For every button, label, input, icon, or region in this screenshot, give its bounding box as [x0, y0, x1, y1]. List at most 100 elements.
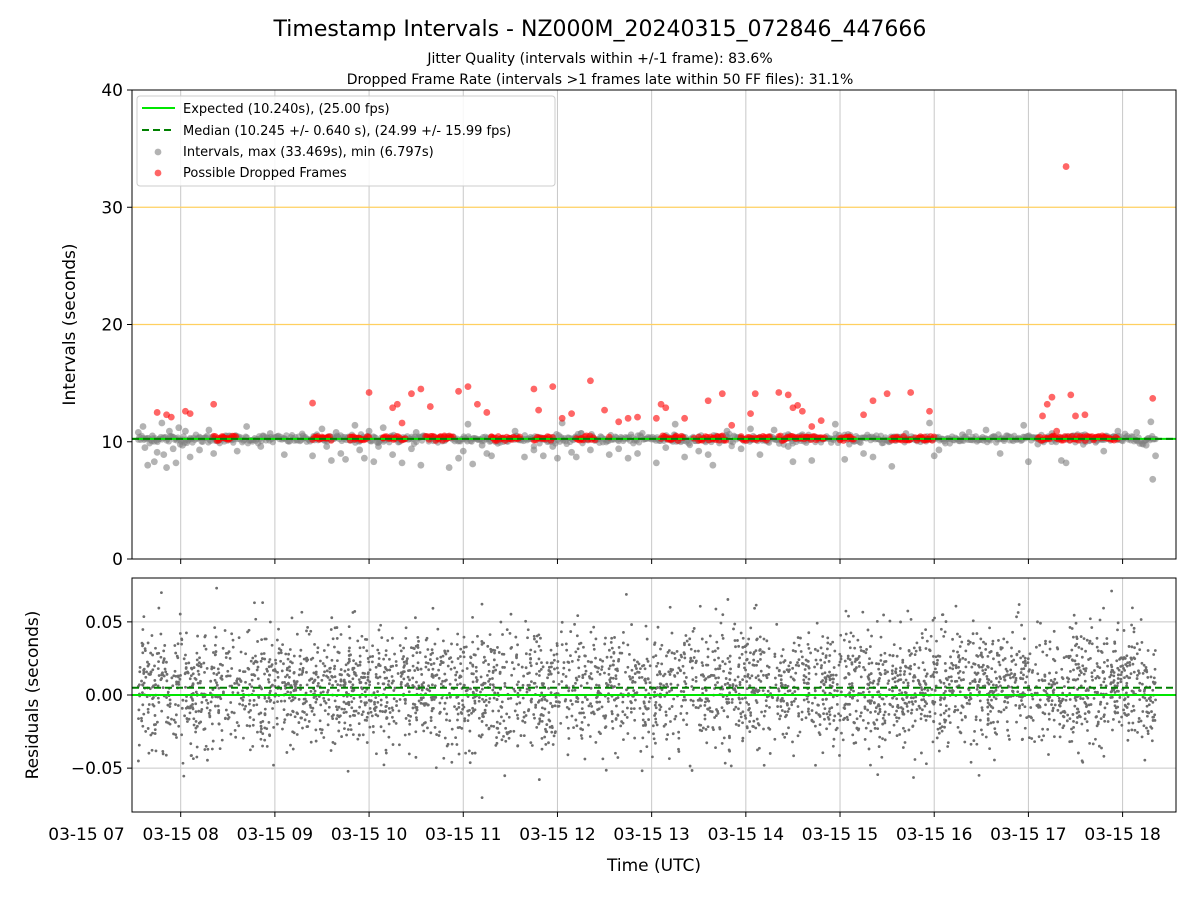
interval-point [511, 427, 519, 435]
residual-point [807, 712, 811, 716]
residual-point [471, 664, 475, 668]
residual-point [238, 702, 242, 706]
residual-point [787, 726, 790, 730]
residual-point [1140, 661, 1144, 665]
residual-point [608, 680, 612, 684]
residual-point [920, 708, 924, 712]
residual-point [700, 637, 704, 641]
residual-point [530, 697, 534, 701]
interval-point [1142, 441, 1150, 449]
residual-point [1125, 691, 1128, 695]
residual-point [340, 673, 343, 677]
residual-point [953, 708, 957, 712]
residual-point [380, 636, 384, 640]
residual-point [942, 634, 946, 638]
residual-point [967, 642, 970, 646]
residual-point [1142, 724, 1146, 728]
residual-point [203, 670, 206, 674]
residual-point [706, 647, 710, 651]
residual-point [327, 682, 331, 686]
residual-point [182, 657, 186, 661]
residual-point [453, 666, 457, 670]
residual-point [756, 674, 760, 678]
residual-point [1106, 664, 1109, 668]
residual-point [926, 688, 930, 692]
residual-point [174, 651, 178, 655]
residual-point [344, 663, 348, 667]
residual-point [1034, 645, 1038, 649]
residual-point [653, 641, 657, 645]
residual-point [1153, 682, 1156, 686]
residual-point [777, 687, 780, 691]
residual-point [985, 677, 989, 681]
residual-point [936, 658, 939, 662]
residual-point [937, 731, 941, 735]
residual-point [924, 762, 928, 766]
residual-point [362, 646, 366, 649]
interval-point [408, 445, 415, 453]
residual-point [339, 683, 342, 687]
residual-point [1011, 689, 1014, 693]
residual-point [1105, 642, 1109, 646]
residual-point [1051, 680, 1055, 684]
residual-point [750, 674, 754, 678]
residual-point [1139, 618, 1143, 621]
residual-point [717, 656, 720, 660]
residual-point [435, 733, 438, 736]
residual-point [1075, 635, 1079, 639]
residual-point [1053, 677, 1057, 681]
residual-point [730, 701, 734, 704]
residual-point [703, 703, 707, 707]
residual-point [1113, 690, 1117, 694]
residual-point [331, 741, 335, 744]
residual-point [330, 658, 334, 662]
residual-point [1130, 689, 1134, 693]
residual-point [582, 645, 585, 649]
residual-point [888, 619, 892, 623]
residual-point [225, 674, 228, 678]
residual-point [893, 680, 897, 684]
residual-point [724, 677, 728, 680]
residual-point [438, 710, 442, 714]
residual-point [260, 727, 263, 731]
interval-point [139, 423, 147, 430]
residual-point [488, 697, 492, 700]
residual-point [498, 672, 502, 675]
residual-point [309, 629, 313, 633]
residual-point [250, 678, 254, 682]
residual-point [1123, 703, 1127, 707]
residual-point [965, 696, 968, 699]
residual-point [832, 737, 836, 741]
residual-point [564, 675, 568, 678]
residual-point [331, 683, 334, 687]
residual-point [1141, 695, 1145, 699]
residual-point [575, 724, 579, 728]
residual-point [590, 711, 593, 715]
residual-point [1026, 657, 1030, 661]
residual-point [1023, 726, 1027, 730]
residual-point [181, 761, 185, 765]
residual-point [1010, 672, 1013, 675]
residual-point [709, 673, 713, 677]
residual-point [1066, 680, 1070, 684]
residual-point [682, 695, 686, 699]
residual-point [554, 700, 558, 704]
residual-point [582, 711, 585, 715]
residual-point [977, 773, 981, 777]
residual-point [461, 699, 464, 702]
legend-median-label: Median (10.245 +/- 0.640 s), (24.99 +/- … [183, 124, 511, 139]
residual-point [713, 658, 716, 662]
residual-point [813, 647, 817, 651]
residual-point [621, 700, 625, 704]
residual-point [971, 632, 975, 636]
residual-point [251, 656, 255, 660]
residual-point [804, 716, 808, 720]
interval-point [634, 450, 641, 457]
residual-point [975, 742, 979, 746]
residual-point [330, 674, 334, 678]
residual-point [903, 741, 907, 744]
residual-point [299, 662, 303, 666]
interval-point [1152, 452, 1159, 460]
residual-point [1080, 655, 1084, 659]
residual-point [329, 749, 333, 752]
